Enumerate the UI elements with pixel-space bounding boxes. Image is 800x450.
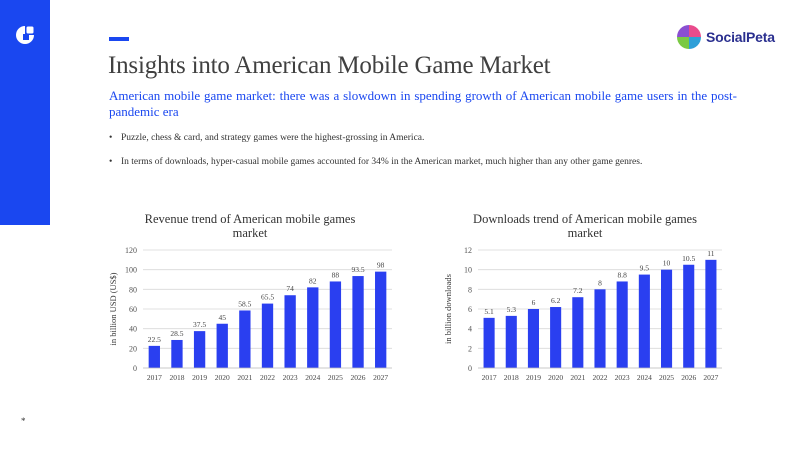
x-tick-label: 2024	[637, 373, 652, 382]
bar	[638, 274, 650, 368]
x-tick-label: 2018	[504, 373, 519, 382]
bar	[375, 271, 387, 368]
bar	[148, 345, 160, 368]
bar	[483, 317, 495, 368]
data-label: 5.3	[507, 305, 517, 314]
revenue-chart-title: Revenue trend of American mobile games m…	[144, 212, 356, 240]
y-tick-label: 0	[133, 364, 137, 373]
bar	[284, 295, 296, 368]
bar	[307, 287, 319, 368]
revenue-chart: in billion USD (US$) 0 20 40 60 80 100 120 22.5 2…	[108, 246, 392, 382]
x-tick-label: 2020	[215, 373, 230, 382]
y-tick-label: 4	[468, 325, 472, 334]
bar	[352, 276, 364, 368]
data-label: 10.5	[682, 254, 695, 263]
x-tick-label: 2019	[526, 373, 541, 382]
bar	[193, 331, 206, 368]
brand-name: SocialPeta	[706, 29, 775, 45]
y-axis-label: in billion downloads	[443, 274, 453, 344]
x-tick-label: 2017	[482, 373, 497, 382]
downloads-chart: in billion downloads 0 2 4 6 8 10 12 5.1 2017 5.3 2…	[443, 246, 722, 382]
data-label: 93.5	[351, 265, 364, 274]
data-label: 74	[286, 284, 294, 293]
downloads-chart-title: Downloads trend of American mobile games…	[473, 212, 697, 240]
data-label: 65.5	[261, 293, 274, 302]
x-tick-label: 2019	[192, 373, 207, 382]
bar	[505, 315, 517, 368]
x-tick-label: 2021	[237, 373, 252, 382]
bar	[550, 307, 562, 368]
y-tick-label: 6	[468, 305, 472, 314]
data-label: 37.5	[193, 320, 206, 329]
brand-logo: SocialPeta	[676, 23, 786, 51]
x-tick-label: 2026	[681, 373, 696, 382]
bar	[216, 323, 228, 368]
x-tick-label: 2026	[351, 373, 366, 382]
data-label: 98	[377, 261, 385, 270]
y-tick-label: 40	[129, 325, 137, 334]
page-subtitle: American mobile game market: there was a…	[109, 88, 737, 119]
y-tick-label: 100	[125, 266, 137, 275]
title-accent-bar	[109, 37, 129, 41]
x-tick-label: 2025	[659, 373, 674, 382]
bar	[329, 281, 342, 368]
x-tick-label: 2020	[548, 373, 563, 382]
bar	[527, 309, 539, 368]
data-label: 5.1	[484, 307, 494, 316]
y-tick-label: 60	[129, 305, 137, 314]
x-tick-label: 2021	[570, 373, 585, 382]
data-label: 58.5	[238, 299, 251, 308]
x-tick-label: 2023	[615, 373, 630, 382]
x-tick-label: 2022	[593, 373, 608, 382]
y-axis-label: in billion USD (US$)	[108, 272, 118, 345]
data-label: 6	[532, 298, 536, 307]
bullet-item: Puzzle, chess & card, and strategy games…	[109, 133, 749, 143]
x-tick-label: 2023	[283, 373, 298, 382]
y-tick-label: 12	[464, 246, 472, 255]
data-label: 82	[309, 276, 317, 285]
y-tick-label: 2	[468, 344, 472, 353]
data-label: 10	[663, 259, 671, 268]
data-label: 28.5	[170, 329, 183, 338]
bullet-list: Puzzle, chess & card, and strategy games…	[109, 133, 749, 181]
data-label: 45	[218, 313, 226, 322]
y-tick-label: 8	[468, 285, 472, 294]
sidebar-band	[0, 0, 50, 225]
bar	[261, 303, 274, 368]
brand-mark-icon	[16, 26, 34, 44]
brand-logo-icon	[677, 25, 701, 49]
x-tick-label: 2018	[169, 373, 184, 382]
data-label: 11	[707, 249, 714, 258]
bar	[616, 281, 628, 368]
bar	[171, 339, 183, 368]
data-label: 88	[332, 270, 340, 279]
bar	[705, 259, 717, 368]
x-tick-label: 2027	[373, 373, 388, 382]
data-label: 6.2	[551, 296, 561, 305]
x-tick-label: 2025	[328, 373, 343, 382]
footnote-marker: *	[21, 416, 26, 426]
x-tick-label: 2027	[703, 373, 718, 382]
bar	[683, 264, 695, 368]
data-label: 22.5	[148, 335, 161, 344]
y-tick-label: 0	[468, 364, 472, 373]
data-label: 9.5	[640, 264, 650, 273]
y-tick-label: 120	[125, 246, 137, 255]
bar	[661, 269, 673, 368]
data-label: 8	[598, 278, 602, 287]
x-tick-label: 2017	[147, 373, 162, 382]
data-label: 8.8	[617, 270, 627, 279]
y-tick-label: 80	[129, 285, 137, 294]
bar	[572, 297, 584, 368]
bullet-item: In terms of downloads, hyper-casual mobi…	[109, 157, 749, 167]
bar	[239, 310, 251, 368]
data-label: 7.2	[573, 286, 583, 295]
bar	[594, 289, 606, 368]
y-tick-label: 20	[129, 344, 137, 353]
page-title: Insights into American Mobile Game Marke…	[108, 52, 551, 79]
x-tick-label: 2022	[260, 373, 275, 382]
x-tick-label: 2024	[305, 373, 320, 382]
y-tick-label: 10	[464, 266, 472, 275]
